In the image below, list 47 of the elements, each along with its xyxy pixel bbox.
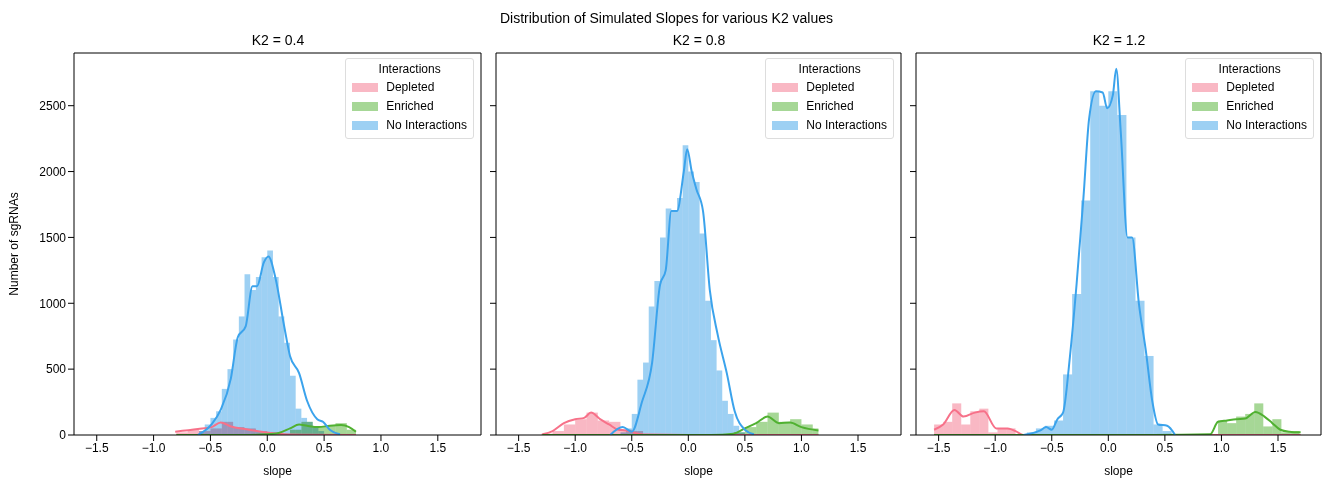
x-tick-label: 1.5 (1269, 440, 1287, 455)
legend-label: No Interactions (386, 117, 467, 134)
legend-label: No Interactions (1226, 117, 1307, 134)
x-tick-label: −1.0 (141, 440, 166, 455)
x-tick-label: −0.5 (619, 440, 644, 455)
x-tick-label: 0.0 (679, 440, 697, 455)
legend-label: No Interactions (806, 117, 887, 134)
y-tick-label: 2000 (39, 164, 67, 179)
x-tick-label: −1.0 (983, 440, 1008, 455)
y-axis-title: Number of sgRNAs (7, 192, 22, 296)
legend-label: Depleted (806, 79, 855, 96)
x-tick-label: −1.0 (563, 440, 588, 455)
text: Distribution of Simulated Slopes for various K2 values (498, 9, 835, 28)
y-tick-label: 1500 (39, 230, 67, 245)
x-axis-title: slope (684, 464, 714, 478)
y-tick-label: 1000 (39, 296, 67, 311)
x-tick-label: 1.0 (1213, 440, 1231, 455)
x-tick-label: 0.0 (258, 440, 276, 455)
legend-label: Enriched (806, 98, 854, 115)
x-tick-label: 1.0 (372, 440, 390, 455)
y-tick-label: 2500 (39, 98, 67, 113)
legend-label: Enriched (1226, 98, 1274, 115)
x-tick-label: 0.5 (736, 440, 754, 455)
x-axis-title: slope (263, 464, 293, 478)
chart-title: K2 = 0.4 (250, 32, 306, 48)
chart-title: K2 = 1.2 (1091, 32, 1147, 48)
chart-title: K2 = 0.8 (671, 32, 727, 48)
x-tick-label: −1.5 (506, 440, 531, 455)
x-tick-label: −1.5 (84, 440, 109, 455)
x-tick-label: −1.5 (926, 440, 951, 455)
legend-label: Depleted (1226, 79, 1275, 96)
legend-title: Interactions (377, 62, 442, 76)
x-tick-label: −0.5 (198, 440, 223, 455)
legend-label: Depleted (386, 79, 435, 96)
x-tick-label: 0.5 (1156, 440, 1174, 455)
x-axis-title: slope (1104, 464, 1134, 478)
legend-title: Interactions (797, 62, 862, 76)
y-tick-label: 0 (59, 428, 67, 443)
x-tick-label: 1.0 (793, 440, 811, 455)
legend-title: Interactions (1217, 62, 1282, 76)
y-tick-label: 500 (45, 362, 67, 377)
x-tick-label: 0.0 (1099, 440, 1117, 455)
x-tick-label: 1.5 (849, 440, 867, 455)
x-tick-label: 0.5 (315, 440, 333, 455)
x-tick-label: −0.5 (1039, 440, 1064, 455)
legend-label: Enriched (386, 98, 434, 115)
x-tick-label: 1.5 (429, 440, 447, 455)
